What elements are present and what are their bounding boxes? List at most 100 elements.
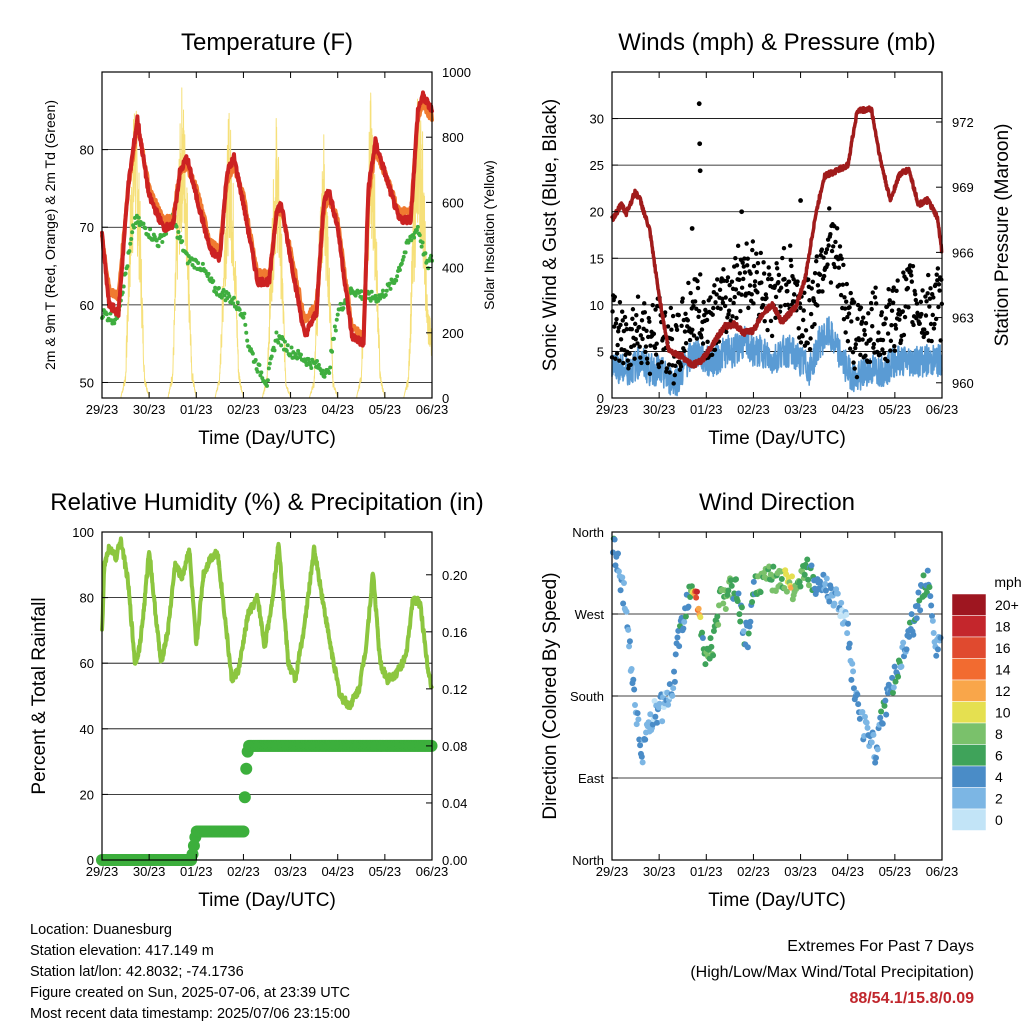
y-tick-label: 60	[80, 656, 94, 671]
x-tick-label: 05/23	[879, 402, 912, 417]
direction-point	[846, 640, 853, 647]
gust-point	[906, 305, 911, 310]
gust-point	[639, 318, 645, 323]
direction-point	[889, 689, 896, 696]
extremes-title: Extremes For Past 7 Days	[787, 938, 974, 955]
gust-point	[627, 351, 632, 356]
gust-point	[659, 359, 664, 365]
direction-point	[670, 685, 677, 692]
colorbar-swatch	[951, 679, 987, 702]
dewpoint-point	[156, 244, 161, 249]
gust-point	[712, 283, 717, 288]
gust-point	[914, 301, 920, 306]
gust-point	[755, 290, 760, 295]
speed-colorbar: mph 20+ 18 16 14 12 10 8 6 4 2 0	[951, 574, 1022, 831]
dewpoint-point	[141, 221, 146, 226]
y-axis-label: Direction (Colored By Speed)	[540, 572, 561, 819]
y-axis-label: Percent & Total Rainfall	[29, 597, 50, 794]
gust-point	[810, 279, 816, 284]
gust-point	[714, 292, 719, 297]
gust-point	[672, 372, 677, 378]
dewpoint-point	[132, 225, 137, 230]
gust-point	[927, 304, 932, 309]
dewpoint-point	[412, 235, 417, 240]
gust-point	[634, 312, 639, 318]
gust-point	[939, 277, 944, 282]
gust-point	[723, 295, 728, 300]
direction-point	[685, 603, 692, 610]
gust-point	[862, 328, 867, 333]
gust-point	[752, 283, 757, 289]
direction-point	[699, 634, 706, 641]
direction-point	[736, 611, 743, 618]
gust-point	[919, 311, 924, 317]
gust-point	[891, 285, 896, 290]
gust-point	[769, 333, 775, 339]
gust-point	[734, 315, 739, 321]
gust-point	[932, 321, 937, 327]
y-tick-label: North	[572, 525, 604, 540]
dewpoint-point	[176, 230, 181, 235]
colorbar-swatch	[951, 701, 987, 724]
direction-point	[749, 599, 756, 606]
direction-point	[654, 719, 661, 726]
gust-point	[761, 271, 767, 276]
gust-point	[901, 332, 907, 338]
y-tick-label: 0	[597, 391, 604, 406]
location-text: Location: Duanesburg	[30, 922, 172, 938]
gust-point	[859, 319, 865, 325]
gust-point	[845, 338, 851, 344]
gust-point	[803, 328, 809, 333]
gust-point	[778, 285, 784, 290]
gust-point	[738, 308, 743, 314]
gust-point	[773, 315, 778, 321]
gust-point	[814, 259, 819, 264]
x-axis-label: Time (Day/UTC)	[198, 890, 336, 911]
y-tick-label: South	[570, 689, 604, 704]
gust-point	[824, 247, 830, 252]
gust-point	[814, 254, 819, 259]
x-tick-label: 04/23	[831, 864, 864, 879]
dewpoint-point	[186, 254, 191, 259]
dewpoint-point	[130, 230, 135, 235]
gust-point	[612, 324, 617, 329]
gust-point	[676, 312, 681, 318]
gust-point	[670, 313, 676, 319]
direction-point	[873, 754, 879, 761]
dewpoint-point	[399, 261, 404, 266]
gust-point	[827, 206, 832, 211]
x-tick-label: 01/23	[180, 402, 213, 417]
y2-tick-label: 0	[442, 391, 449, 406]
direction-point	[623, 608, 630, 615]
gust-point	[838, 292, 844, 298]
gust-point	[832, 264, 838, 270]
gust-point	[788, 257, 793, 263]
gust-point	[646, 315, 651, 321]
direction-point	[651, 697, 658, 704]
dewpoint-point	[322, 374, 327, 379]
gust-point	[735, 243, 741, 249]
dewpoint-point	[265, 383, 269, 388]
x-tick-label: 29/23	[596, 864, 629, 879]
gust-point	[696, 101, 702, 107]
gust-point	[701, 299, 706, 305]
gust-point	[852, 366, 857, 371]
dewpoint-point	[279, 343, 284, 348]
gust-point	[873, 285, 878, 290]
latlon-text: Station lat/lon: 42.8032; -74.1736	[30, 964, 244, 980]
gust-point	[733, 255, 738, 261]
direction-point	[631, 686, 638, 693]
direction-point	[707, 635, 714, 642]
x-axis-label: Time (Day/UTC)	[708, 428, 846, 449]
direction-point	[617, 587, 624, 594]
y2-axis-label: Station Pressure (Maroon)	[992, 124, 1013, 347]
x-tick-label: 02/23	[737, 402, 770, 417]
colorbar-swatch	[951, 787, 987, 810]
dewpoint-point	[426, 266, 431, 271]
y2-tick-label: 0.12	[442, 682, 467, 697]
dewpoint-point	[127, 249, 132, 254]
chart-title: Relative Humidity (%) & Precipitation (i…	[50, 489, 483, 516]
dewpoint-point	[327, 370, 332, 375]
gust-point	[901, 270, 906, 275]
temp-2m-series	[100, 90, 434, 348]
